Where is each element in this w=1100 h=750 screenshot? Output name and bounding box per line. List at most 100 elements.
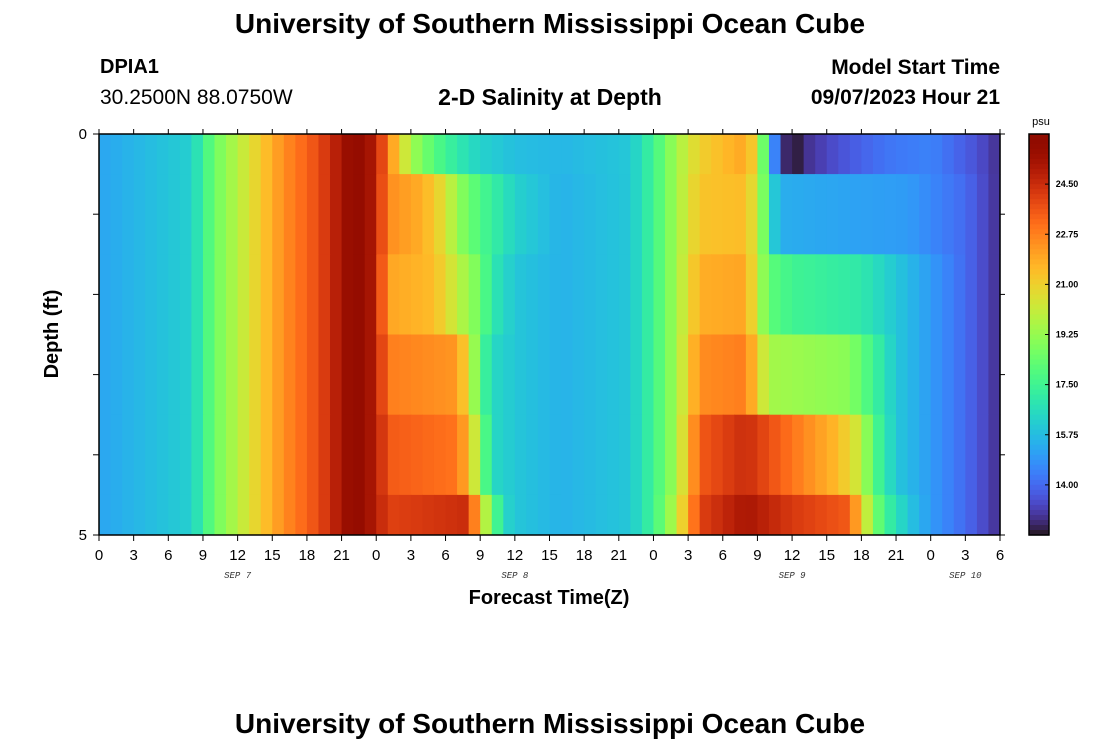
- heatmap-cell: [133, 254, 146, 335]
- heatmap-cell: [734, 254, 747, 335]
- heatmap-cell: [653, 414, 666, 496]
- heatmap-cell: [422, 414, 435, 496]
- heatmap-cell: [480, 334, 493, 416]
- heatmap-cell: [953, 174, 966, 255]
- heatmap-cell: [457, 414, 470, 496]
- colorbar-tick-label: 17.50: [1056, 380, 1079, 390]
- heatmap-cell: [607, 254, 620, 335]
- heatmap-cell: [399, 254, 412, 335]
- heatmap-cell: [884, 134, 897, 175]
- heatmap-cell: [387, 494, 400, 536]
- colorbar-segment: [1029, 164, 1049, 170]
- heatmap-cell: [861, 134, 874, 175]
- heatmap-cell: [318, 334, 331, 416]
- heatmap-cell: [514, 174, 527, 255]
- heatmap-cell: [734, 494, 747, 536]
- heatmap-cell: [930, 494, 943, 536]
- heatmap-cell: [491, 494, 504, 536]
- heatmap-cell: [457, 254, 470, 335]
- heatmap-cell: [942, 174, 955, 255]
- heatmap-cell: [572, 254, 585, 335]
- x-tick-label: 6: [164, 547, 172, 564]
- heatmap-cell: [283, 254, 296, 335]
- heatmap-cell: [722, 134, 735, 175]
- heatmap-cell: [214, 494, 227, 536]
- heatmap-cell: [249, 254, 262, 335]
- colorbar-segment: [1029, 434, 1049, 441]
- day-label: SEP 7: [224, 571, 252, 581]
- heatmap-cell: [133, 414, 146, 496]
- colorbar-segment: [1029, 409, 1049, 416]
- heatmap-cell: [387, 254, 400, 335]
- x-tick-label: 3: [961, 547, 969, 564]
- heatmap-cell: [711, 254, 724, 335]
- heatmap-cell: [838, 414, 851, 496]
- x-tick-label: 9: [753, 547, 761, 564]
- heatmap-cell: [376, 254, 389, 335]
- heatmap-cell: [965, 134, 978, 175]
- colorbar-segment: [1029, 374, 1049, 381]
- heatmap-cell: [607, 174, 620, 255]
- heatmap-cell: [711, 494, 724, 536]
- x-tick-label: 21: [610, 547, 627, 564]
- heatmap-cell: [618, 134, 631, 175]
- heatmap-cell: [561, 494, 574, 536]
- heatmap-cell: [168, 414, 181, 496]
- heatmap-cell: [734, 334, 747, 416]
- colorbar-segment: [1029, 149, 1049, 155]
- heatmap-cell: [699, 334, 712, 416]
- heatmap-cell: [930, 414, 943, 496]
- heatmap-cell: [699, 134, 712, 175]
- colorbar-segment: [1029, 229, 1049, 235]
- heatmap-cell: [699, 254, 712, 335]
- heatmap-cell: [376, 134, 389, 175]
- colorbar-tick-label: 21.00: [1056, 279, 1079, 289]
- heatmap-cell: [537, 174, 551, 255]
- heatmap-cell: [722, 174, 735, 255]
- heatmap-cell: [237, 334, 250, 416]
- heatmap-cell: [711, 174, 724, 255]
- heatmap-cell: [561, 174, 574, 255]
- heatmap-cell: [584, 414, 597, 496]
- heatmap-cell: [376, 174, 389, 255]
- heatmap-cell: [988, 254, 1001, 335]
- heatmap-cell: [145, 174, 158, 255]
- heatmap-cell: [872, 134, 886, 175]
- heatmap-cell: [422, 174, 435, 255]
- heatmap-cell: [422, 494, 435, 536]
- heatmap-cell: [410, 174, 424, 255]
- heatmap-cell: [745, 334, 759, 416]
- heatmap-cell: [584, 254, 597, 335]
- heatmap-cell: [179, 134, 193, 175]
- colorbar-segment: [1029, 194, 1049, 200]
- heatmap-cell: [468, 494, 481, 536]
- x-tick-label: 3: [129, 547, 137, 564]
- heatmap-cell: [272, 174, 285, 255]
- heatmap-cell: [260, 174, 273, 255]
- heatmap-cell: [145, 414, 158, 496]
- heatmap-cell: [468, 254, 481, 335]
- heatmap-cell: [168, 494, 181, 536]
- heatmap-cell: [353, 334, 366, 416]
- heatmap-cell: [595, 174, 608, 255]
- heatmap-cell: [468, 414, 481, 496]
- heatmap-cell: [872, 414, 886, 496]
- heatmap-cell: [133, 334, 146, 416]
- heatmap-cell: [202, 494, 216, 536]
- heatmap-cell: [561, 254, 574, 335]
- heatmap-cell: [341, 334, 354, 416]
- heatmap-cell: [838, 174, 851, 255]
- heatmap-cell: [295, 494, 308, 536]
- heatmap-cell: [953, 334, 966, 416]
- heatmap-cell: [202, 134, 216, 175]
- heatmap-cell: [110, 334, 123, 416]
- heatmap-cell: [283, 414, 296, 496]
- heatmap-cell: [653, 134, 666, 175]
- heatmap-cell: [861, 494, 874, 536]
- colorbar-segment: [1029, 204, 1049, 210]
- heatmap-cell: [480, 174, 493, 255]
- heatmap-cell: [306, 334, 320, 416]
- heatmap-cell: [768, 134, 782, 175]
- x-tick-label: 21: [888, 547, 905, 564]
- heatmap-cell: [260, 494, 273, 536]
